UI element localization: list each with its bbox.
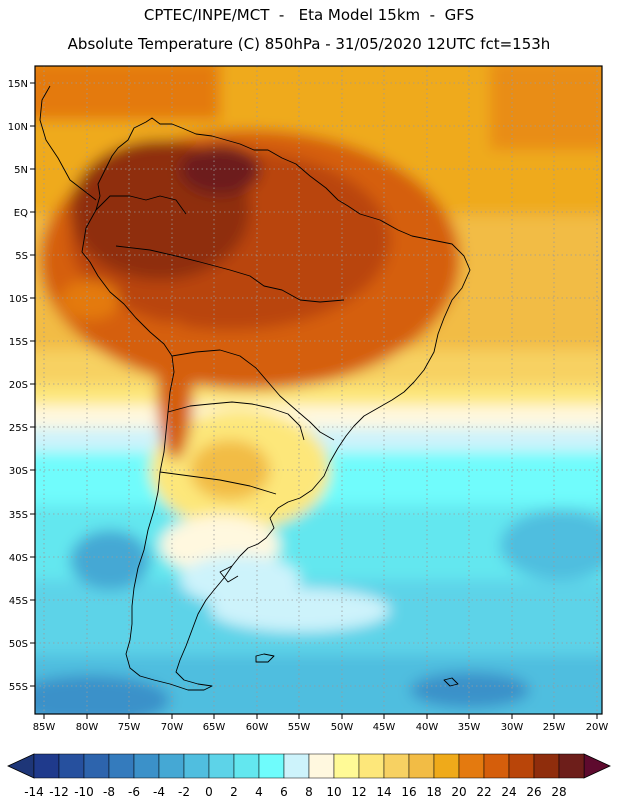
colorbar-cell — [58, 753, 85, 779]
lat-label: 35S — [9, 510, 28, 521]
lat-label: 10N — [8, 122, 28, 133]
colorbar-label: 20 — [451, 785, 466, 799]
lat-label: 30S — [9, 466, 28, 477]
lon-label: 70W — [161, 722, 184, 733]
lon-label: 45W — [373, 722, 396, 733]
colorbar-cell — [83, 753, 110, 779]
colorbar-max-arrow — [583, 753, 611, 779]
colorbar-label: 10 — [326, 785, 341, 799]
lon-label: 60W — [246, 722, 269, 733]
colorbar-cell — [158, 753, 185, 779]
colorbar-cell — [33, 753, 60, 779]
colorbar-cell — [283, 753, 310, 779]
colorbar-label: 16 — [401, 785, 416, 799]
colorbar-label: 18 — [426, 785, 441, 799]
colorbar-label: 12 — [351, 785, 366, 799]
longitude-labels: 85W 80W 75W 70W 65W 60W 55W 50W 45W 40W … — [33, 722, 609, 733]
colorbar-label: -6 — [128, 785, 140, 799]
lat-label: 50S — [9, 639, 28, 650]
lon-label: 75W — [118, 722, 141, 733]
colorbar-label: -8 — [103, 785, 115, 799]
colorbar-label: 8 — [305, 785, 313, 799]
colorbar-label: -4 — [153, 785, 165, 799]
colorbar-label: 26 — [526, 785, 541, 799]
colorbar-label: 24 — [501, 785, 516, 799]
colorbar-label: -2 — [178, 785, 190, 799]
coastlines — [39, 85, 471, 691]
colorbar-cell — [108, 753, 135, 779]
colorbar-cell — [433, 753, 460, 779]
lon-label: 40W — [416, 722, 439, 733]
colorbar-cell — [558, 753, 585, 779]
colorbar-label: 22 — [476, 785, 491, 799]
title-line-1: CPTEC/INPE/MCT - Eta Model 15km - GFS — [143, 6, 475, 24]
colorbar-label: 28 — [551, 785, 566, 799]
colorbar-min-arrow — [7, 753, 35, 779]
temperature-field — [35, 66, 602, 714]
colorbar-cell — [133, 753, 160, 779]
title-line-2: Absolute Temperature (C) 850hPa - 31/05/… — [67, 35, 551, 53]
lat-label: 20S — [9, 380, 28, 391]
colorbar-label: -12 — [49, 785, 69, 799]
colorbar-label: 6 — [280, 785, 288, 799]
lon-label: 50W — [331, 722, 354, 733]
latitude-labels: 15N 10N 5N EQ 5S 10S 15S 20S 25S 30S 35S… — [8, 79, 28, 693]
lon-label: 30W — [501, 722, 524, 733]
lat-label: 15N — [8, 79, 28, 90]
colorbar-label: 2 — [230, 785, 238, 799]
lon-label: 65W — [203, 722, 226, 733]
colorbar-cell — [483, 753, 510, 779]
lon-label: 25W — [543, 722, 566, 733]
colorbar-cell — [533, 753, 560, 779]
colorbar-cell — [408, 753, 435, 779]
colorbar-label: -10 — [74, 785, 94, 799]
colorbar-cell — [358, 753, 385, 779]
colorbar-cell — [308, 753, 335, 779]
colorbar-cell — [233, 753, 260, 779]
lat-label: 5S — [15, 251, 28, 262]
lon-label: 20W — [586, 722, 609, 733]
lat-label: 15S — [9, 337, 28, 348]
colorbar: -14 -12 -10 -8 -6 -4 -2 0 2 4 6 8 10 12 14 16 18 20 22 24 26… — [7, 753, 611, 799]
colorbar-label: -14 — [24, 785, 44, 799]
lat-label: 55S — [9, 682, 28, 693]
colorbar-label: 14 — [376, 785, 391, 799]
colorbar-cell — [208, 753, 235, 779]
lat-label: EQ — [14, 208, 28, 219]
colorbar-cell — [508, 753, 535, 779]
colorbar-cell — [458, 753, 485, 779]
lat-label: 40S — [9, 553, 28, 564]
lon-label: 35W — [458, 722, 481, 733]
gridlines — [35, 66, 602, 714]
lon-label: 55W — [288, 722, 311, 733]
lat-label: 45S — [9, 596, 28, 607]
lat-label: 5N — [14, 165, 28, 176]
colorbar-label: 4 — [255, 785, 263, 799]
lon-label: 85W — [33, 722, 56, 733]
lat-label: 25S — [9, 423, 28, 434]
lon-label: 80W — [76, 722, 99, 733]
map-frame — [34, 65, 603, 715]
colorbar-cell — [383, 753, 410, 779]
colorbar-cell — [183, 753, 210, 779]
colorbar-cell — [258, 753, 285, 779]
colorbar-cell — [333, 753, 360, 779]
colorbar-label: 0 — [205, 785, 213, 799]
lat-label: 10S — [9, 294, 28, 305]
